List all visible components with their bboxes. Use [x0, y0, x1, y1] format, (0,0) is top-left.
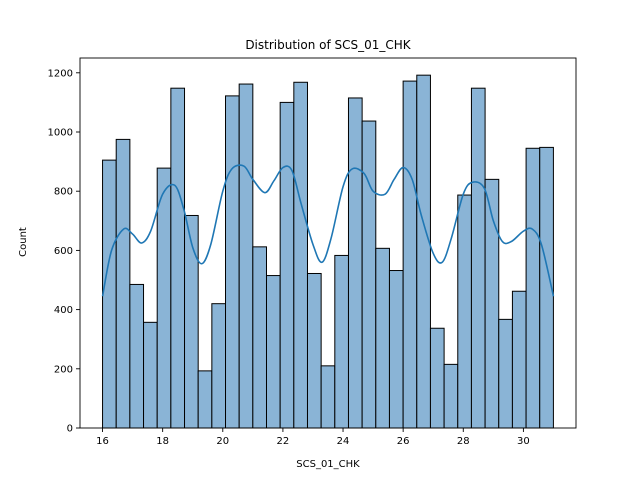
x-tick-label: 28	[457, 436, 470, 447]
x-tick-label: 16	[96, 436, 109, 447]
histogram-bar	[279, 101, 295, 429]
histogram-bar	[143, 321, 158, 429]
histogram-bar	[443, 363, 459, 429]
kde-line	[101, 164, 555, 297]
histogram-bar	[347, 97, 363, 429]
x-tick-label: 26	[397, 436, 410, 447]
axes-frame	[79, 57, 577, 429]
histogram-bar	[225, 95, 240, 429]
histogram-bar	[388, 270, 404, 429]
y-tick-label: 1200	[48, 68, 73, 79]
histogram-bar	[320, 365, 336, 429]
y-tick-label: 400	[54, 305, 73, 316]
histogram-bar	[334, 254, 349, 429]
histogram-bar	[525, 147, 541, 429]
histogram-bar	[402, 80, 418, 429]
y-axis-label: Count	[18, 227, 29, 257]
histogram-bar	[156, 167, 172, 429]
histogram-bar	[416, 74, 431, 429]
x-tick-label: 18	[156, 436, 169, 447]
x-axis-label: SCS_01_CHK	[296, 459, 360, 470]
histogram-bar	[115, 138, 131, 429]
histogram-bar	[306, 272, 322, 429]
histogram-bar	[429, 327, 445, 429]
histogram-bar	[293, 81, 308, 429]
histogram-bar	[211, 303, 227, 429]
histogram-bar	[498, 318, 513, 429]
histogram-bar	[375, 247, 390, 429]
histogram-bar	[252, 246, 267, 429]
x-tick-label: 20	[216, 436, 229, 447]
x-tick-label: 22	[277, 436, 290, 447]
y-tick-label: 1000	[48, 128, 73, 139]
histogram-bar	[457, 194, 472, 429]
x-tick-label: 30	[517, 436, 530, 447]
y-tick-label: 0	[67, 424, 73, 435]
y-tick-label: 200	[54, 364, 73, 375]
chart-title: Distribution of SCS_01_CHK	[245, 38, 411, 52]
x-tick-label: 24	[337, 436, 350, 447]
y-tick-label: 600	[54, 246, 73, 257]
histogram-bar	[184, 214, 199, 429]
plot-area: 16 18 20 22 24 26 28 30 0 200 400 600 800 1000 1200	[48, 57, 577, 447]
histogram-bar	[129, 283, 145, 429]
histogram-bar	[361, 120, 377, 429]
histogram-bar	[197, 370, 213, 429]
histogram-bar	[265, 275, 281, 429]
histogram-bar	[170, 87, 186, 429]
histogram-bar	[102, 159, 117, 429]
histogram-bar	[238, 83, 254, 429]
histogram-bar	[511, 290, 527, 429]
y-tick-label: 800	[54, 187, 73, 198]
histogram-bar	[470, 87, 486, 429]
